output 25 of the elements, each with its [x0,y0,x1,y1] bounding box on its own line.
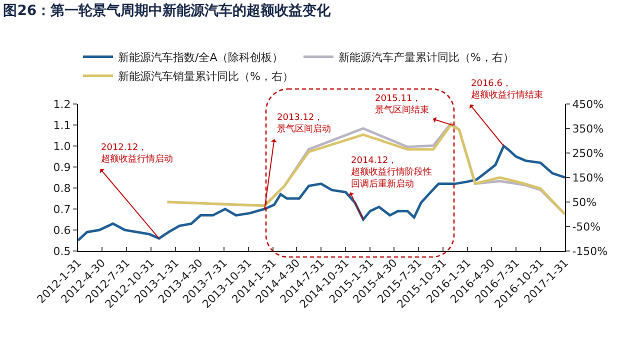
y-tick-label: 0.8 [53,182,71,195]
y-tick-label: 1.0 [53,140,71,153]
legend-label: 新能源汽车指数/全A（除科创板） [118,51,284,64]
y-tick-label: 0.6 [53,224,71,237]
y2-tick-label: 150% [572,171,604,184]
annotation: 2015.11，景气区间结束 [375,94,429,116]
y2-tick-label: -150% [572,244,608,258]
y-tick-label: 0.9 [53,160,71,174]
y2-tick-label: 250% [572,146,604,160]
annotation: 2016.6，超额收益行情结束 [471,79,543,101]
y-tick-label: 1.2 [53,98,71,111]
legend-label: 新能源汽车销量累计同比（%，右） [118,70,294,84]
y-tick-label: 0.5 [53,244,71,258]
y-tick-label: 1.1 [53,118,71,132]
annotation: 2014.12，超额收益行情阶段性回调后重新启动 [351,156,432,190]
y2-tick-label: 450% [572,98,604,111]
y2-tick-label: 350% [572,122,604,136]
y2-tick-label: -50% [572,220,601,234]
annotation: 2012.12，超额收益行情启动 [101,143,173,165]
annotation: 2013.12，景气区间启动 [277,113,331,135]
y2-tick-label: 50% [572,196,597,209]
y-tick-label: 0.7 [53,202,71,216]
chart-title: 图26：第一轮景气周期中新能源汽车的超额收益变化 [3,2,332,19]
legend-label: 新能源汽车产量累计同比（%，右） [338,51,514,64]
line-series [78,144,565,242]
